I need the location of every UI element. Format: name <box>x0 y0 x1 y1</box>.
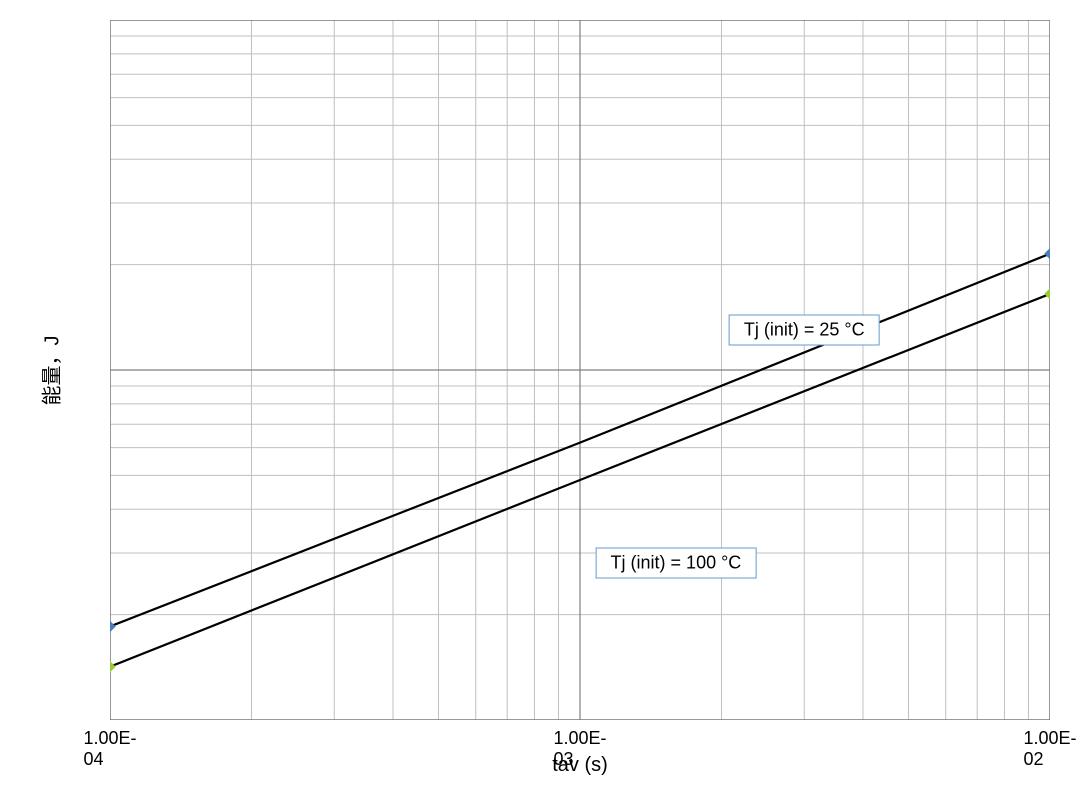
plot-area: Tj (init) = 25 °C Tj (init) = 100 °C <box>110 20 1050 720</box>
x-axis-label: tav (s) <box>110 754 1050 777</box>
chart-container: 能量，J Tj (init) = 25 °C Tj (init) = 100 °C… <box>38 10 1068 784</box>
y-axis-label: 能量，J <box>36 335 65 405</box>
series-marker <box>110 621 115 631</box>
series-marker <box>1045 249 1050 259</box>
inline-annotation: Tj (init) = 100 °C <box>596 548 757 579</box>
series-marker <box>110 662 115 672</box>
series-line <box>110 294 1050 667</box>
series-line <box>110 254 1050 627</box>
inline-annotation: Tj (init) = 25 °C <box>729 315 880 346</box>
series-marker <box>1045 289 1050 299</box>
series-layer <box>110 20 1050 720</box>
y-axis-label-wrap: 能量，J <box>38 10 62 730</box>
